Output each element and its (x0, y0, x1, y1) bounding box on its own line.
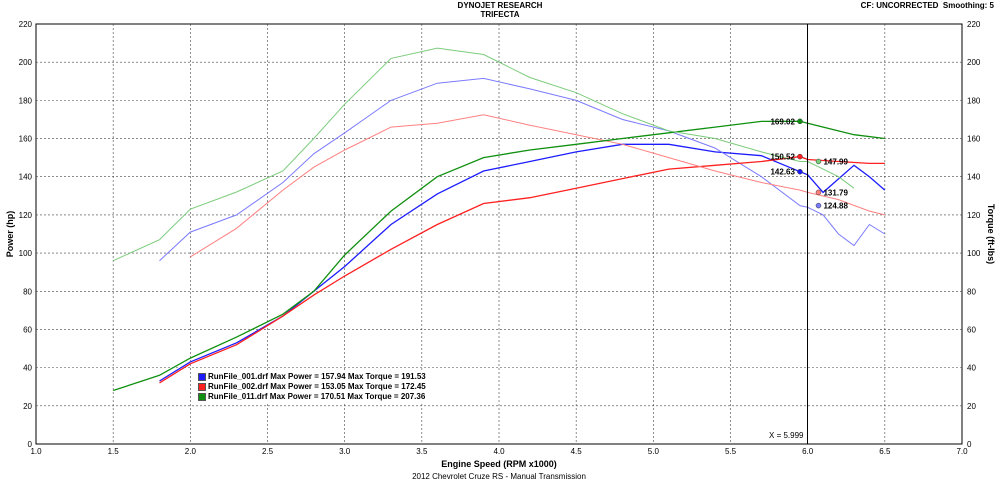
x-tick-label: 6.0 (802, 447, 814, 456)
data-label: 150.52 (770, 153, 795, 162)
x-tick-label: 2.5 (262, 447, 274, 456)
legend-item: RunFile_011.drf Max Power = 170.51 Max T… (198, 392, 426, 402)
axis-ticks: 1.0 1.5 2.0 2.5 3.0 3.5 4.0 4.5 5.0 5.5 6.0 6.5 7.00… (19, 20, 981, 456)
correction-label: CF: UNCORRECTED Smoothing: 5 (860, 1, 994, 10)
data-point-marker (815, 202, 822, 209)
x-tick-label: 1.5 (108, 447, 120, 456)
y-tick-label-right: 80 (967, 287, 976, 296)
series-lines (112, 47, 886, 392)
y-tick-label-left: 60 (23, 325, 32, 334)
cursor-group: X = 5.999 (769, 24, 809, 444)
y-tick-label-left: 140 (19, 173, 33, 182)
series-line-torque (190, 114, 885, 258)
y-tick-label-right: 0 (967, 440, 972, 449)
series-line-power (112, 120, 885, 392)
y-tick-label-left: 20 (23, 402, 32, 411)
x-tick-label: 1.0 (30, 447, 42, 456)
y-tick-label-right: 20 (967, 402, 976, 411)
data-point-marker (797, 118, 803, 125)
data-label: 124.88 (823, 202, 848, 211)
y-tick-label-left: 200 (19, 58, 33, 67)
legend-swatch (198, 373, 206, 381)
x-tick-label: 5.5 (725, 447, 737, 456)
y-tick-label-right: 60 (967, 325, 976, 334)
data-label: 142.63 (770, 168, 795, 177)
data-point-marker (815, 158, 822, 165)
y-tick-label-right: 180 (967, 96, 981, 105)
x-tick-label: 3.0 (339, 447, 351, 456)
data-label: 169.02 (770, 117, 795, 126)
header-line-2: TRIFECTA (480, 10, 520, 19)
series-line-torque (159, 77, 886, 262)
chart-header-title: DYNOJET RESEARCH TRIFECTA (430, 1, 570, 19)
y-tick-label-left: 160 (19, 135, 33, 144)
x-tick-label: 5.0 (648, 447, 660, 456)
data-label: 131.79 (823, 188, 848, 197)
series-line-torque (112, 47, 855, 262)
header-line-1: DYNOJET RESEARCH (457, 1, 543, 10)
x-tick-label: 4.5 (571, 447, 583, 456)
legend-swatch (198, 383, 206, 391)
data-labels: 169.02 150.52 147.99 142.63 131.79 124.88 (770, 117, 848, 210)
series-line-power (159, 155, 885, 384)
grid-lines (36, 24, 962, 444)
y-tick-label-right: 120 (967, 211, 981, 220)
y-tick-label-left: 100 (19, 249, 33, 258)
y-tick-label-right: 220 (967, 20, 981, 29)
x-tick-label: 7.0 (956, 447, 968, 456)
data-point-marker (797, 168, 803, 175)
x-axis-label: Engine Speed (RPM x1000) (441, 459, 557, 469)
y-axis-label-left: Power (hp) (5, 211, 15, 258)
y-tick-label-left: 0 (28, 440, 33, 449)
x-tick-label: 3.5 (416, 447, 428, 456)
y-tick-label-right: 140 (967, 173, 981, 182)
y-tick-label-left: 180 (19, 96, 33, 105)
y-tick-label-left: 120 (19, 211, 33, 220)
y-axis-label-right: Torque (ft-lbs) (986, 204, 996, 264)
data-label: 147.99 (823, 157, 848, 166)
x-tick-label: 2.0 (185, 447, 197, 456)
chart-title: 2012 Chevrolet Cruze RS - Manual Transmi… (412, 472, 586, 481)
legend-text: RunFile_001.drf Max Power = 157.94 Max T… (208, 372, 426, 381)
y-tick-label-right: 200 (967, 58, 981, 67)
legend-text: RunFile_011.drf Max Power = 170.51 Max T… (208, 392, 426, 401)
y-tick-label-right: 160 (967, 135, 981, 144)
legend-item: RunFile_001.drf Max Power = 157.94 Max T… (198, 372, 426, 382)
y-tick-label-left: 40 (23, 364, 32, 373)
legend-swatch (198, 393, 206, 401)
y-tick-label-left: 220 (19, 20, 33, 29)
y-tick-label-right: 100 (967, 249, 981, 258)
legend: RunFile_001.drf Max Power = 157.94 Max T… (198, 372, 426, 402)
y-tick-label-right: 40 (967, 364, 976, 373)
x-tick-label: 6.5 (879, 447, 891, 456)
legend-text: RunFile_002.drf Max Power = 153.05 Max T… (208, 382, 426, 391)
y-tick-label-left: 80 (23, 287, 32, 296)
cursor-label: X = 5.999 (769, 431, 804, 440)
data-point-marker (797, 153, 803, 160)
legend-item: RunFile_002.drf Max Power = 153.05 Max T… (198, 382, 426, 392)
series-line-power (159, 143, 886, 382)
x-tick-label: 4.0 (493, 447, 505, 456)
data-point-marker (815, 189, 822, 196)
